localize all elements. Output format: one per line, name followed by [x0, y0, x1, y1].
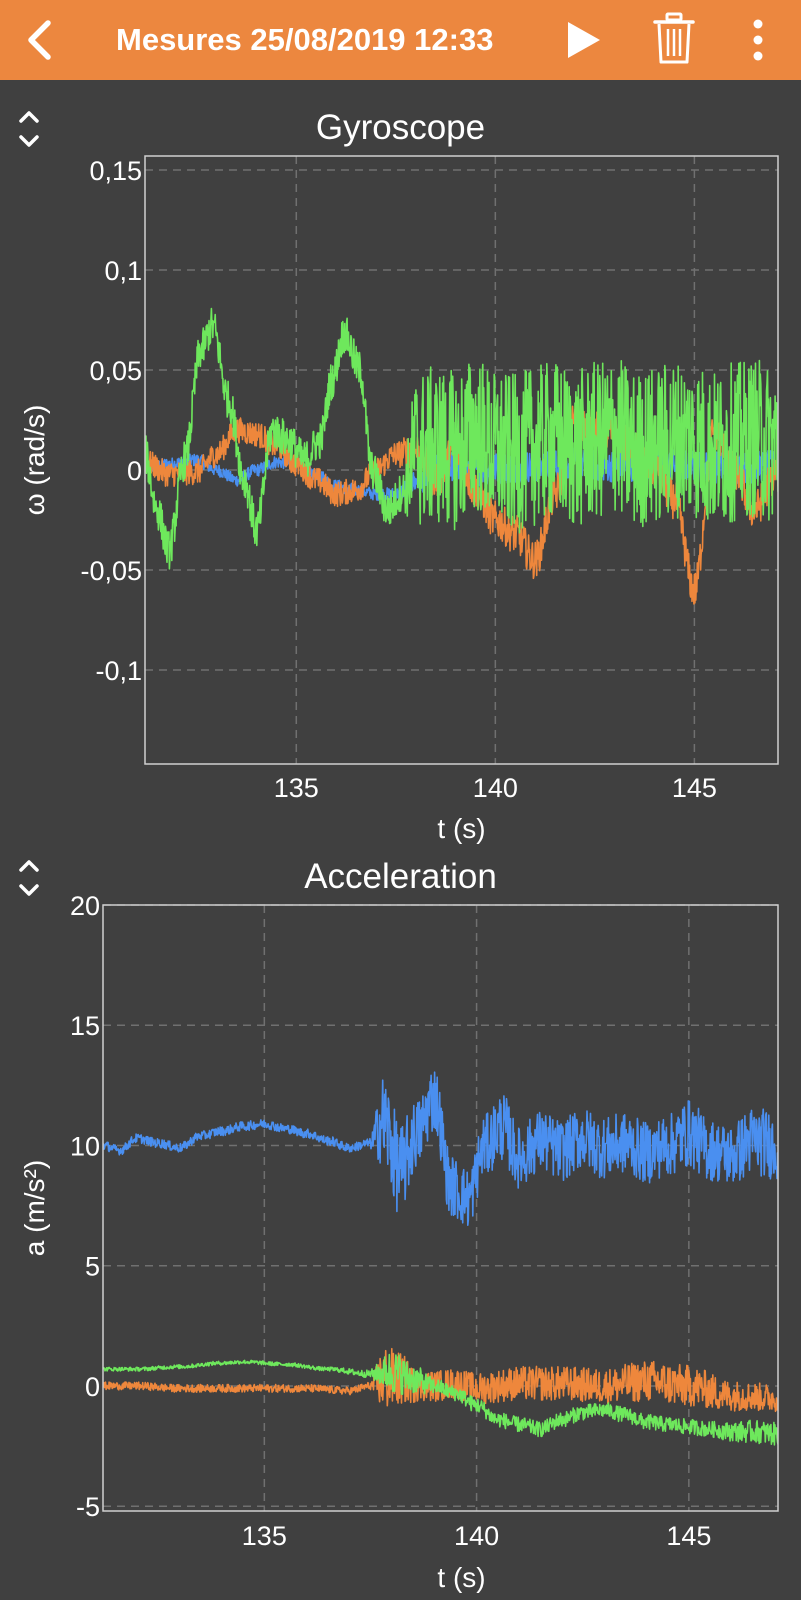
- acceleration-series-line-3: [103, 1353, 778, 1446]
- gyroscope-series-line-3: [145, 307, 778, 570]
- acceleration-chart-title: Acceleration: [304, 857, 497, 896]
- gyroscope-y-tick-label: 0: [127, 456, 142, 486]
- acceleration-x-tick-label: 135: [242, 1521, 287, 1551]
- acceleration-x-tick-label: 145: [666, 1521, 711, 1551]
- acceleration-y-tick-label: -5: [76, 1492, 100, 1522]
- play-icon: [568, 22, 600, 58]
- chevron-up-down-icon: [19, 111, 39, 147]
- more-vertical-icon: [753, 19, 763, 61]
- gyroscope-x-tick-label: 145: [672, 773, 717, 803]
- acceleration-x-axis-label: t (s): [437, 1562, 485, 1593]
- acceleration-y-tick-label: 15: [70, 1011, 100, 1041]
- gyroscope-expand-toggle[interactable]: [11, 106, 47, 152]
- acceleration-expand-toggle[interactable]: [11, 855, 47, 901]
- acceleration-plot-frame: [102, 904, 779, 1512]
- page-title: Mesures 25/08/2019 12:33: [116, 22, 494, 57]
- trash-icon: [653, 12, 695, 64]
- acceleration-series-line-1: [103, 1071, 778, 1226]
- back-button[interactable]: [18, 16, 66, 64]
- chevron-up-down-icon: [19, 860, 39, 896]
- acceleration-series-line-2: [103, 1347, 778, 1413]
- gyroscope-y-tick-label: -0,1: [95, 656, 142, 686]
- acceleration-y-axis-label: a (m/s²): [19, 1160, 50, 1256]
- play-button[interactable]: [562, 18, 606, 62]
- top-app-bar: Mesures 25/08/2019 12:33: [0, 0, 801, 80]
- gyroscope-y-tick-label: -0,05: [80, 556, 142, 586]
- gyroscope-x-tick-label: 140: [473, 773, 518, 803]
- chevron-left-icon: [28, 20, 51, 60]
- acceleration-x-tick-label: 140: [454, 1521, 499, 1551]
- gyroscope-y-tick-label: 0,05: [89, 356, 142, 386]
- acceleration-series-group: [103, 1071, 778, 1446]
- gyroscope-x-axis-label: t (s): [437, 813, 485, 844]
- delete-button[interactable]: [652, 12, 696, 66]
- acceleration-y-tick-label: 20: [70, 891, 100, 921]
- gyroscope-y-tick-label: 0,15: [89, 156, 142, 186]
- acceleration-y-tick-label: 5: [85, 1252, 100, 1282]
- acceleration-y-tick-label: 10: [70, 1131, 100, 1161]
- more-options-button[interactable]: [738, 14, 778, 66]
- gyroscope-y-axis-label: ω (rad/s): [19, 405, 50, 516]
- gyroscope-chart-title: Gyroscope: [315, 108, 486, 147]
- acceleration-y-tick-label: 0: [85, 1372, 100, 1402]
- gyroscope-series-group: [145, 307, 778, 605]
- gyroscope-y-tick-label: 0,1: [104, 256, 142, 286]
- gyroscope-x-tick-label: 135: [274, 773, 319, 803]
- gyroscope-plot-frame: [144, 155, 779, 765]
